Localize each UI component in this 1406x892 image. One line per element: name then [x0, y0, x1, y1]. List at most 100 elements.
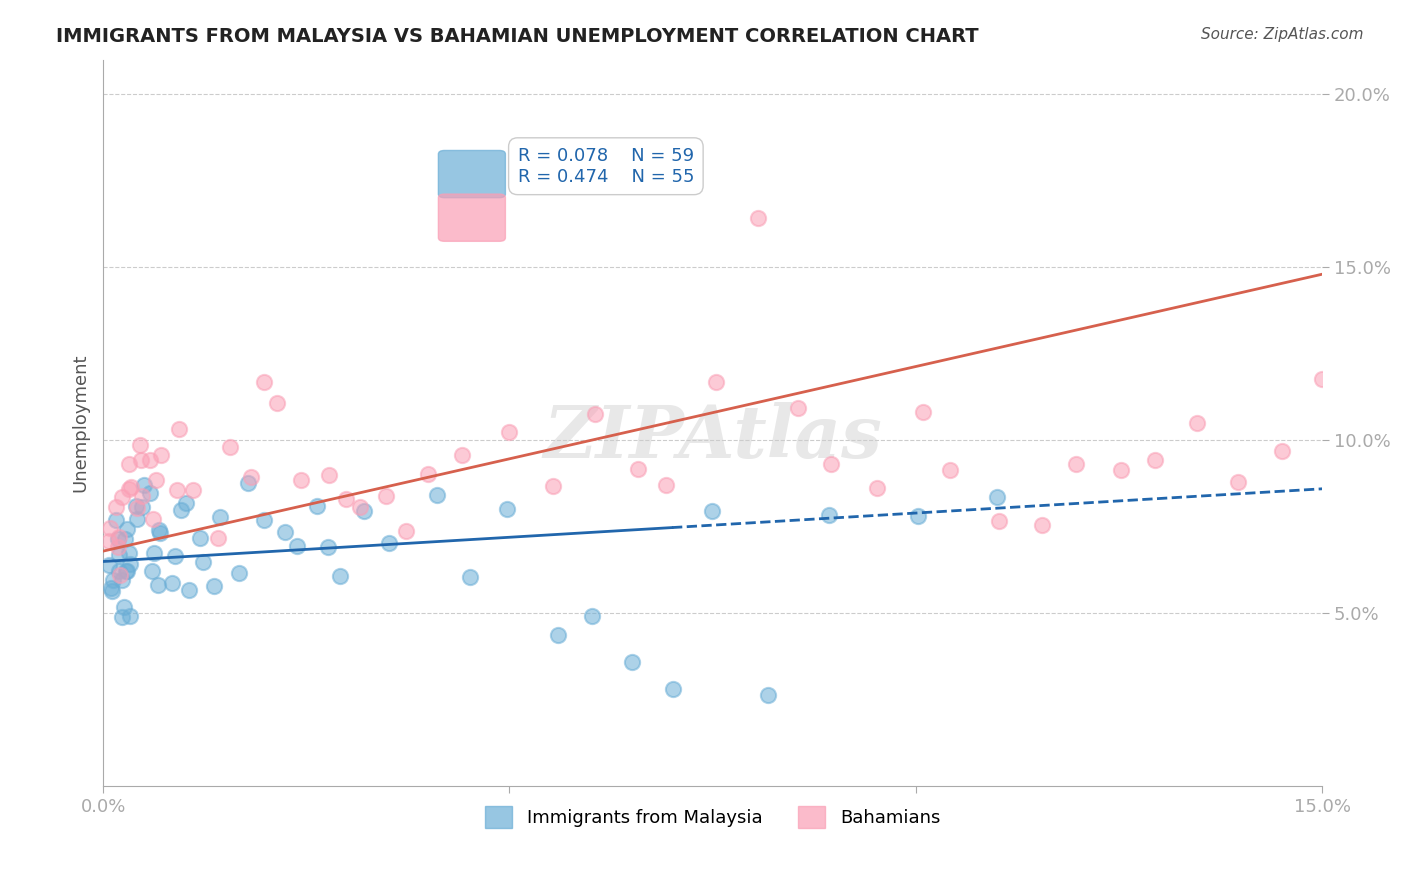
Point [170, 502, 193, 516]
Point [1144, 453, 1167, 467]
Point [120, 480, 142, 494]
Point [266, 396, 288, 410]
Point [378, 536, 401, 550]
Point [101, 573, 124, 587]
Point [820, 457, 842, 471]
Text: IMMIGRANTS FROM MALAYSIA VS BAHAMIAN UNEMPLOYMENT CORRELATION CHART: IMMIGRANTS FROM MALAYSIA VS BAHAMIAN UNE… [56, 27, 979, 45]
Point [866, 481, 889, 495]
Point [912, 405, 935, 419]
Point [149, 525, 172, 540]
Point [115, 564, 138, 578]
Point [498, 425, 520, 439]
Point [496, 502, 519, 516]
Point [149, 448, 172, 462]
Point [353, 504, 375, 518]
Point [167, 422, 190, 436]
Point [112, 600, 135, 615]
Point [450, 448, 472, 462]
Point [174, 495, 197, 509]
Point [125, 501, 148, 516]
Point [253, 513, 276, 527]
Point [375, 489, 398, 503]
Point [219, 440, 242, 454]
Point [1310, 372, 1333, 386]
Point [131, 489, 153, 503]
Point [1064, 457, 1087, 471]
Point [547, 628, 569, 642]
Y-axis label: Unemployment: Unemployment [72, 354, 89, 492]
Point [191, 555, 214, 569]
Point [115, 564, 138, 578]
Point [190, 531, 212, 545]
Point [181, 483, 204, 498]
Point [240, 470, 263, 484]
Point [162, 575, 184, 590]
Point [238, 476, 260, 491]
FancyBboxPatch shape [439, 151, 505, 198]
Point [128, 438, 150, 452]
Point [148, 523, 170, 537]
Point [131, 500, 153, 515]
Point [541, 479, 564, 493]
Point [817, 508, 839, 522]
Point [108, 568, 131, 582]
Point [134, 478, 156, 492]
Point [207, 531, 229, 545]
Point [581, 609, 603, 624]
Point [177, 583, 200, 598]
Point [129, 452, 152, 467]
Point [620, 655, 643, 669]
Point [335, 491, 357, 506]
Point [627, 462, 650, 476]
Point [125, 512, 148, 526]
Point [107, 540, 129, 554]
Point [654, 478, 676, 492]
Point [209, 510, 232, 524]
Point [305, 499, 328, 513]
Point [108, 548, 131, 562]
Point [114, 532, 136, 546]
Text: R = 0.078    N = 59
R = 0.474    N = 55: R = 0.078 N = 59 R = 0.474 N = 55 [517, 147, 695, 186]
Point [118, 558, 141, 572]
Point [145, 474, 167, 488]
Point [139, 453, 162, 467]
Point [316, 540, 339, 554]
Point [907, 509, 929, 524]
Point [202, 579, 225, 593]
Point [1271, 443, 1294, 458]
Point [290, 474, 312, 488]
Point [105, 513, 128, 527]
Text: Source: ZipAtlas.com: Source: ZipAtlas.com [1201, 27, 1364, 42]
Point [274, 524, 297, 539]
Point [787, 401, 810, 415]
Point [458, 570, 481, 584]
Point [1031, 518, 1053, 533]
Point [747, 211, 769, 226]
Point [252, 375, 274, 389]
Point [118, 457, 141, 471]
Point [700, 503, 723, 517]
Point [426, 488, 449, 502]
Point [98, 558, 121, 573]
Point [704, 376, 727, 390]
Point [97, 534, 120, 549]
Point [986, 490, 1008, 504]
Point [107, 532, 129, 546]
Point [988, 514, 1011, 528]
Point [329, 569, 352, 583]
Point [349, 500, 371, 515]
Point [662, 681, 685, 696]
Point [118, 482, 141, 496]
Point [143, 546, 166, 560]
Point [1185, 417, 1208, 431]
Point [118, 608, 141, 623]
FancyBboxPatch shape [439, 194, 505, 242]
Point [115, 522, 138, 536]
Point [100, 581, 122, 595]
Point [287, 539, 309, 553]
Point [318, 468, 340, 483]
Point [228, 566, 250, 580]
Point [104, 500, 127, 514]
Point [125, 499, 148, 513]
Point [139, 486, 162, 500]
